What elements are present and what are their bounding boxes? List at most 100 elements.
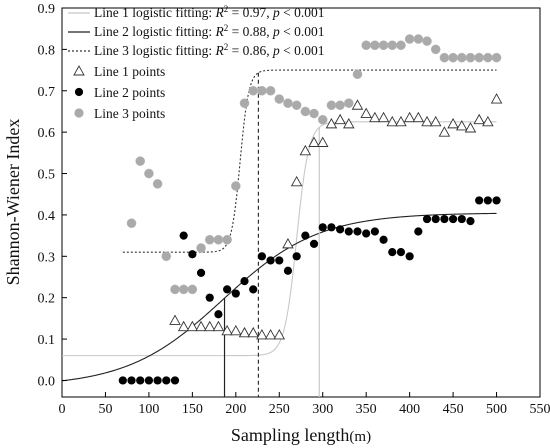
y-tick-label: 0.7 <box>38 85 56 100</box>
pts3-point <box>248 85 258 96</box>
pts3-point <box>300 106 311 117</box>
pts3-point <box>430 44 441 55</box>
pts3-point <box>413 34 424 44</box>
pts2-point <box>275 256 284 265</box>
pts1-point <box>221 324 233 336</box>
pts1-point <box>360 107 372 118</box>
pts2-point <box>405 252 414 261</box>
pts2-point <box>127 376 136 385</box>
pts2-legend-marker <box>74 87 84 97</box>
pts2-point <box>144 376 154 385</box>
pts3-point <box>335 100 345 111</box>
pts3-point <box>239 98 250 108</box>
pts1-point <box>230 324 242 336</box>
pts3-point <box>231 181 241 191</box>
pts3-point <box>178 284 189 295</box>
fit3-curve <box>122 69 497 253</box>
data-points <box>118 34 503 385</box>
pts2-point <box>370 227 379 236</box>
pts2-point <box>422 214 432 224</box>
pts1-point <box>212 320 225 332</box>
fit2-curve <box>61 212 497 382</box>
pts3-point <box>456 52 467 63</box>
pts1-point <box>447 117 459 129</box>
pts3-point <box>265 85 276 96</box>
fit2-legend-label: Line 2 logistic fitting: R2 = 0.88, p < … <box>94 23 325 39</box>
pts1-point <box>264 328 277 340</box>
y-tick-label: 0.2 <box>38 292 56 307</box>
pts3-point <box>387 40 398 51</box>
pts2-point <box>196 268 206 277</box>
pts2-point <box>440 214 449 224</box>
x-axis-title: Sampling length(m) <box>231 425 371 445</box>
x-tick-label: 500 <box>486 402 507 417</box>
pts2-point <box>475 196 484 205</box>
pts3-point <box>422 36 432 46</box>
pts1-point <box>299 144 312 156</box>
pts3-point <box>196 243 206 253</box>
pts2-point <box>214 310 223 319</box>
pts3-point <box>317 114 328 125</box>
pts2-point <box>179 231 188 240</box>
pts1-point <box>186 320 199 332</box>
y-tick-label: 0.5 <box>38 168 56 183</box>
pts1-point <box>412 111 425 123</box>
pts2-point <box>396 248 406 257</box>
pts3-point <box>152 179 163 189</box>
pts1-point <box>247 326 259 338</box>
pts2-point <box>231 289 240 298</box>
pts3-point <box>378 40 389 51</box>
pts1-point <box>429 115 442 127</box>
y-tick-label: 0.9 <box>38 2 56 17</box>
pts2-point <box>292 252 301 261</box>
pts2-point <box>353 227 362 236</box>
pts1-point <box>438 126 451 137</box>
pts1-point <box>395 115 407 127</box>
pts2-point <box>309 239 319 248</box>
x-tick-label: 350 <box>356 402 377 417</box>
y-tick-label: 0.1 <box>38 333 56 348</box>
pts3-point <box>291 100 302 111</box>
plot-frame <box>61 7 541 398</box>
y-tick-label: 0.6 <box>38 126 56 141</box>
pts3-point <box>448 52 458 63</box>
pts1-point <box>456 120 468 131</box>
pts3-point <box>144 168 154 179</box>
pts2-point <box>188 250 197 259</box>
pts3-point <box>204 234 215 245</box>
pts2-point <box>170 376 180 385</box>
pts3-point <box>135 156 146 166</box>
pts1-point <box>482 115 494 127</box>
x-tick-label: 0 <box>59 402 66 417</box>
pts1-point <box>343 117 355 129</box>
pts2-point <box>379 235 388 244</box>
pts1-point <box>273 328 286 340</box>
pts3-point <box>213 234 224 245</box>
pts2-point <box>257 252 266 261</box>
x-tick-label: 250 <box>269 402 290 417</box>
pts3-legend-marker <box>74 108 84 118</box>
pts2-point <box>162 376 171 385</box>
axes: 0 50 100 150 200 250 300 350 400 450 500 550 0.0 0.1 0… <box>38 2 550 417</box>
pts2-point <box>483 196 492 205</box>
pts3-point <box>361 40 371 51</box>
pts3-point <box>352 69 363 80</box>
pts1-point <box>351 99 364 110</box>
pts3-point <box>222 234 232 245</box>
pts2-point <box>448 214 458 224</box>
x-tick-label: 300 <box>312 402 333 417</box>
pts2-point <box>153 376 162 385</box>
pts1-point <box>308 136 320 147</box>
pts3-point <box>326 100 337 111</box>
pts1-point <box>203 320 216 332</box>
pts1-point <box>421 115 433 127</box>
pts1-point <box>490 93 503 104</box>
pts1-point <box>473 113 485 125</box>
pts2-point <box>466 217 475 226</box>
pts1-legend-marker <box>73 65 85 76</box>
y-tick-label: 0.3 <box>38 250 56 265</box>
pts1-point <box>177 320 190 332</box>
fit1-curve <box>62 121 497 357</box>
pts3-point <box>404 34 415 44</box>
